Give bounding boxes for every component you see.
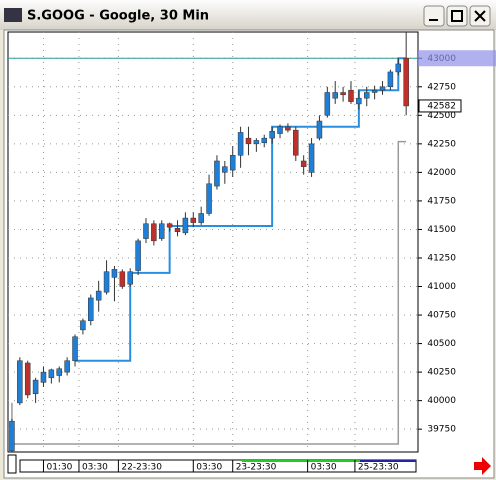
candle-body [308,143,315,173]
scroll-box[interactable] [7,454,17,474]
window-title: S.GOOG - Google, 30 Min [27,9,209,24]
x-tick-label: 03:30 [82,463,108,473]
candle-body [332,92,338,99]
y-tick-label: 42000 [427,168,456,178]
candle-body [395,63,402,73]
candle-body [119,271,126,287]
session-band [242,460,360,462]
candle-body [364,92,370,99]
y-tick-label: 41250 [427,253,456,263]
candle-body [340,92,346,96]
y-tick-label: 40250 [427,368,456,378]
candle-body [206,183,212,214]
candle-body [32,379,39,395]
candle-body [253,140,260,145]
app-icon [4,8,22,22]
candle-body [143,223,149,239]
candle-body [48,369,55,379]
candle-body [111,269,118,278]
candle-body [166,223,173,228]
candle-body [9,420,15,452]
y-tick-label: 42250 [427,139,456,149]
plot-area [7,31,419,453]
x-tick-label: 01:30 [46,463,72,473]
x-tick-label: 23-23:30 [236,463,277,473]
candle-body [95,290,102,301]
candle-body [316,120,323,139]
candle-body [371,89,378,93]
candle-body [387,71,394,88]
candle-body [198,213,204,223]
title-bar [0,0,496,30]
ref-highlight [418,50,496,67]
scroll-arrow[interactable] [474,457,491,475]
indicator-line [11,140,407,445]
y-tick-label: 42750 [427,82,456,92]
y-tick-label: 40750 [427,311,456,321]
candle-body [72,336,78,361]
y-tick-label: 41500 [427,225,456,235]
candle-body [56,368,62,376]
window-buttons[interactable] [423,5,491,27]
candle-body [285,126,291,131]
y-tick-label: 40500 [427,339,456,349]
candle-body [269,131,275,139]
y-tick-label: 39750 [427,425,456,435]
candle-body [159,223,165,239]
x-tick-label: 25-23:30 [358,463,399,473]
candle-body [245,137,252,145]
x-tick-label: 22-23:30 [121,463,162,473]
candle-body [293,129,299,156]
candle-body [40,371,47,383]
candle-body [17,360,23,404]
candle-body [379,86,386,91]
candle-body [103,271,110,293]
candle-body [277,126,283,134]
candle-body [174,228,181,232]
candle-body [348,89,354,102]
x-tick-label: 03:30 [196,463,222,473]
candle-body [88,297,94,322]
candle-body [127,271,133,285]
candle-body [64,360,70,373]
candle-body [403,58,409,107]
candle-body [190,217,197,223]
candle-body [24,362,31,396]
y-tick-label: 40000 [427,396,456,406]
candle-body [356,97,362,105]
candle-body [182,217,189,234]
last-price-box [418,99,462,113]
y-tick-label: 41750 [427,196,456,206]
candle-body [300,160,307,167]
last-price-label: 42582 [427,101,456,111]
candle-body [135,240,141,271]
x-tick-label: 03:30 [311,463,337,473]
candle-body [222,166,228,173]
candle-body [324,92,331,116]
y-tick-label: 42500 [427,111,456,121]
candle-body [214,160,220,187]
candle-body [80,320,86,331]
candle-body [261,137,267,143]
candle-body [151,223,157,242]
y-tick-label: 41000 [427,282,456,292]
candle-body [237,132,244,156]
indicator-line [75,57,407,362]
x-axis-bar [19,459,417,473]
session-band [360,460,416,462]
candle-body [229,155,236,171]
